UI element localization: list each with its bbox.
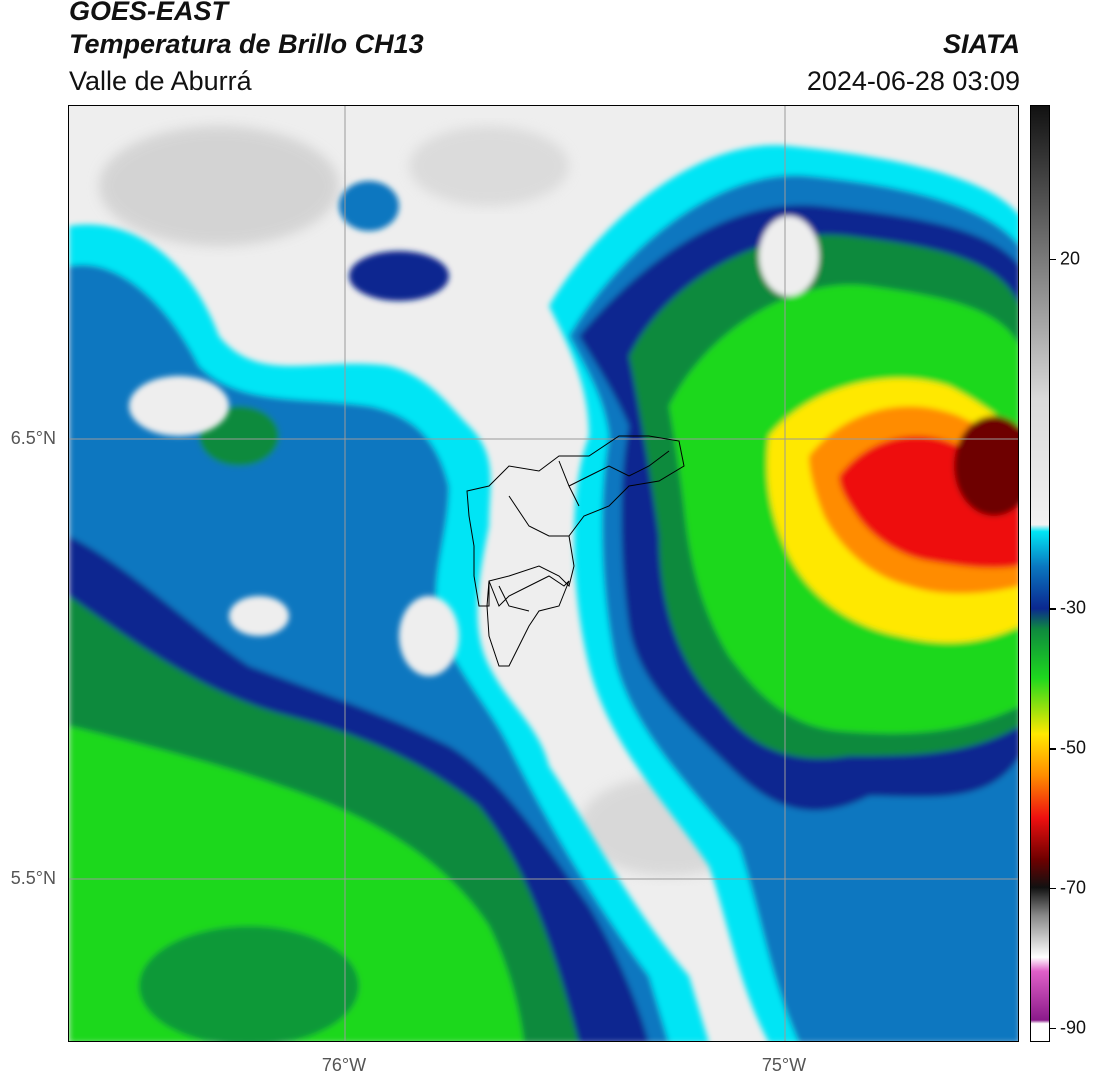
colorbar-tick-mark <box>1050 608 1056 610</box>
colorbar-tick-label: 20 <box>1060 248 1081 269</box>
clear-hole <box>759 216 819 296</box>
brightness-temperature-map[interactable] <box>68 105 1019 1042</box>
organization-label: SIATA <box>943 29 1020 59</box>
colorbar-tick-mark <box>1050 748 1056 750</box>
timestamp-label: 2024-06-28 03:09 <box>806 66 1020 96</box>
eastern-convective-system <box>549 145 1018 1041</box>
longitude-label-75w: 75°W <box>761 1055 807 1075</box>
cloud-gray-patch <box>99 126 339 246</box>
colorbar-tick-mark <box>1050 258 1056 261</box>
colorbar-tick-label: -30 <box>1060 597 1087 618</box>
navy-patch <box>349 251 449 301</box>
satellite-title: GOES-EAST <box>69 0 229 26</box>
latitude-label-6-5n: 6.5°N <box>10 428 56 448</box>
longitude-label-76w: 76°W <box>321 1055 367 1075</box>
colorbar-tick-label: -70 <box>1060 877 1087 898</box>
colorbar-tick-label: -90 <box>1060 1017 1087 1038</box>
dark-red-core <box>954 416 1018 516</box>
temperature-colorbar <box>1030 105 1050 1042</box>
blue-patch <box>339 181 399 231</box>
map-svg <box>69 106 1018 1041</box>
western-cloud-mass <box>69 181 709 1041</box>
product-title: Temperatura de Brillo CH13 <box>69 29 424 59</box>
dark-green-patch <box>139 926 359 1041</box>
colorbar-tick-mark <box>1050 888 1056 890</box>
colorbar-tick-mark <box>1050 1028 1056 1030</box>
cloud-gray-patch <box>409 126 569 206</box>
clear-holes <box>129 376 459 676</box>
latitude-label-5-5n: 5.5°N <box>10 868 56 888</box>
region-subtitle: Valle de Aburrá <box>69 66 252 96</box>
graticule <box>69 106 1018 1041</box>
municipal-boundaries <box>466 435 685 667</box>
colorbar-tick-label: -50 <box>1060 737 1087 758</box>
